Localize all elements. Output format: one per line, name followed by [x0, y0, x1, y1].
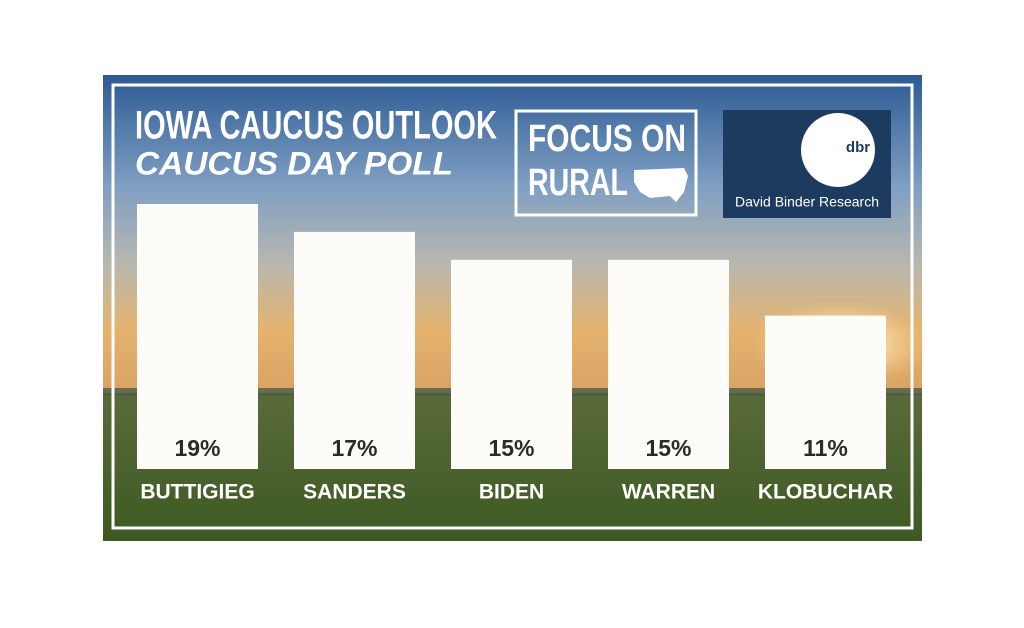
dbr-logo: dbr David Binder Research: [723, 110, 891, 218]
value-label: 17%: [331, 435, 377, 461]
category-label: KLOBUCHAR: [758, 481, 893, 504]
value-label: 15%: [645, 435, 691, 461]
category-label: BIDEN: [479, 481, 544, 504]
bar: [451, 259, 572, 469]
category-label: SANDERS: [303, 481, 406, 504]
dbr-name: David Binder Research: [735, 194, 879, 210]
dbr-circle: [801, 113, 875, 187]
dbr-mark: dbr: [846, 139, 870, 156]
category-label: BUTTIGIEG: [140, 481, 254, 504]
chart-subtitle: CAUCUS DAY POLL: [135, 145, 453, 181]
value-label: 19%: [174, 435, 220, 461]
bar: [294, 231, 415, 469]
focus-on-rural-logo: FOCUS ON RURAL: [514, 109, 698, 217]
logo-border: [514, 109, 698, 217]
logo-text: FOCUS ON: [528, 118, 686, 160]
us-map-icon: [634, 168, 688, 202]
chart-title: IOWA CAUCUS OUTLOOK: [135, 104, 497, 148]
bar: [137, 204, 258, 469]
value-label: 11%: [803, 435, 848, 461]
category-label: WARREN: [622, 481, 715, 504]
value-label: 15%: [488, 435, 534, 461]
frame-border: [111, 83, 914, 530]
logo-text: RURAL: [528, 162, 628, 204]
bar: [608, 259, 729, 469]
bar: [765, 315, 886, 469]
